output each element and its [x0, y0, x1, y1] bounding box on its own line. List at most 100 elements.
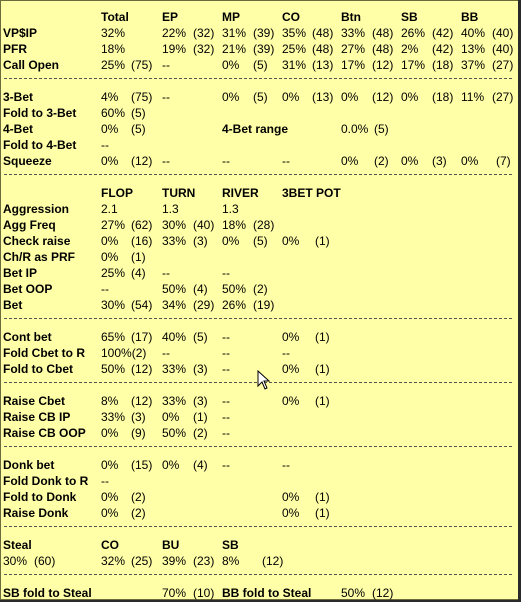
stat-value: -- [101, 282, 109, 296]
stat-value: (7) [496, 154, 511, 168]
stat-value: 50% [101, 362, 126, 376]
column-header: SB [222, 538, 239, 552]
stat-value: -- [162, 90, 170, 104]
stat-row-pfr: PFR 18% 19% (32) 21% (39) 25% (48) 27% (48) 2% (42)… [0, 41, 519, 57]
stat-row-fold-to-3-bet: Fold to 3-Bet 60% (5) [0, 105, 519, 121]
stat-value: 0% [101, 506, 119, 520]
stat-value: 2% [401, 42, 419, 56]
stat-row-30: 30% (60) 32% (25) 39% (23) 8% (12) [0, 553, 519, 569]
stat-value: (12) [262, 554, 284, 568]
stat-value: 0% [341, 154, 359, 168]
stat-row-flop: FLOP TURN RIVER 3BET POT [0, 185, 519, 201]
stat-value: 100%(2) [101, 346, 147, 360]
stat-label: 4-Bet [3, 122, 34, 136]
stat-value: 26% [222, 298, 247, 312]
column-header: FLOP [101, 186, 133, 200]
column-header: Total [101, 10, 129, 24]
stat-value: -- [222, 426, 230, 440]
section-divider [4, 318, 512, 319]
stat-value: -- [222, 410, 230, 424]
stat-value: 18% [101, 42, 126, 56]
stat-label: Check raise [3, 234, 71, 248]
stat-label: Raise Cbet [3, 394, 66, 408]
stat-value: -- [162, 346, 170, 360]
stat-value: 50% [162, 426, 187, 440]
stat-value: 0% [282, 362, 300, 376]
stat-label: Agg Freq [3, 218, 56, 232]
stat-value: (39) [253, 42, 275, 56]
stat-label: PFR [3, 42, 27, 56]
stat-row-cont-bet: Cont bet 65% (17) 40% (5) -- 0% (1) [0, 329, 519, 345]
stat-label: Raise CB IP [3, 410, 71, 424]
stat-value: 13% [461, 42, 486, 56]
stat-label: Cont bet [3, 330, 52, 344]
stat-value: (3) [193, 234, 208, 248]
stat-row-raise-cb-oop: Raise CB OOP 0% (9) 50% (2) -- [0, 425, 519, 441]
stat-value: -- [282, 346, 290, 360]
stat-value: 0% [341, 90, 359, 104]
stat-value: (27) [492, 90, 514, 104]
section-divider [4, 446, 512, 447]
stat-value: 32% [101, 26, 126, 40]
stat-value: -- [222, 266, 230, 280]
stat-value: (32) [193, 26, 215, 40]
stat-value: 0.0% [341, 122, 369, 136]
stat-value: -- [222, 394, 230, 408]
stat-value: 25% [282, 42, 307, 56]
stat-value: 0% [401, 154, 419, 168]
stat-row-bet-oop: Bet OOP -- 50% (4) 50% (2) [0, 281, 519, 297]
column-header: CO [282, 10, 300, 24]
stat-value: (39) [253, 26, 275, 40]
stat-value: -- [222, 346, 230, 360]
stat-value: (40) [193, 218, 215, 232]
stat-value: 65% [101, 330, 126, 344]
stat-value: (2) [131, 490, 146, 504]
stat-value: 33% [162, 362, 187, 376]
stat-value: 70% [162, 586, 187, 600]
stat-value: (75) [131, 90, 153, 104]
stat-value: (42) [432, 42, 454, 56]
stat-value: 50% [162, 282, 187, 296]
stat-row-check-raise: Check raise 0% (16) 33% (3) 0% (5) 0% (1) [0, 233, 519, 249]
stat-label: Steal [3, 538, 32, 552]
stat-row-raise-donk: Raise Donk 0% (2) 0% (1) [0, 505, 519, 521]
stat-value: 0% [282, 234, 300, 248]
stat-label: Raise CB OOP [3, 426, 86, 440]
stat-row-call-open: Call Open 25% (75) -- 0% (5) 31% (13) 17% (12) 17%… [0, 57, 519, 73]
stat-value: (48) [372, 26, 394, 40]
window-edge-right [518, 0, 521, 602]
stat-value: (3) [432, 154, 447, 168]
stat-value: (1) [315, 362, 330, 376]
stat-value: (4) [193, 458, 208, 472]
stat-value: 0% [101, 154, 119, 168]
stat-row-fold-to-4-bet: Fold to 4-Bet -- [0, 137, 519, 153]
stat-value: (12) [131, 154, 153, 168]
stat-label: SB fold to Steal [3, 586, 92, 600]
stat-row-total: Total EP MP CO Btn SB BB [0, 9, 519, 25]
stat-value: 0% [162, 410, 180, 424]
stat-value: 4% [101, 90, 119, 104]
stat-row-fold-to-cbet: Fold to Cbet 50% (12) 33% (3) -- 0% (1) [0, 361, 519, 377]
stat-value: -- [282, 458, 290, 472]
stat-value: (40) [492, 26, 514, 40]
stat-value: 0% [282, 90, 300, 104]
stat-value: (15) [131, 458, 153, 472]
section-divider [4, 174, 512, 175]
stat-value: 30% [101, 298, 126, 312]
stat-label: BB fold to Steal [222, 586, 312, 600]
stat-value: (4) [193, 282, 208, 296]
stat-value: (23) [193, 554, 215, 568]
stat-value: 18% [222, 218, 247, 232]
stat-row-4-bet: 4-Bet 0% (5) 4-Bet range 0.0% (5) [0, 121, 519, 137]
stat-label: Squeeze [3, 154, 52, 168]
stat-value: 34% [162, 298, 187, 312]
stat-value: 22% [162, 26, 187, 40]
stat-value: (17) [131, 330, 153, 344]
stat-value: -- [162, 154, 170, 168]
stat-value: (25) [131, 554, 153, 568]
stat-row-fold-to-donk: Fold to Donk 0% (2) 0% (1) [0, 489, 519, 505]
stat-value: (1) [315, 330, 330, 344]
stat-value: 19% [162, 42, 187, 56]
stat-value: 0% [282, 330, 300, 344]
section-divider [4, 526, 512, 527]
